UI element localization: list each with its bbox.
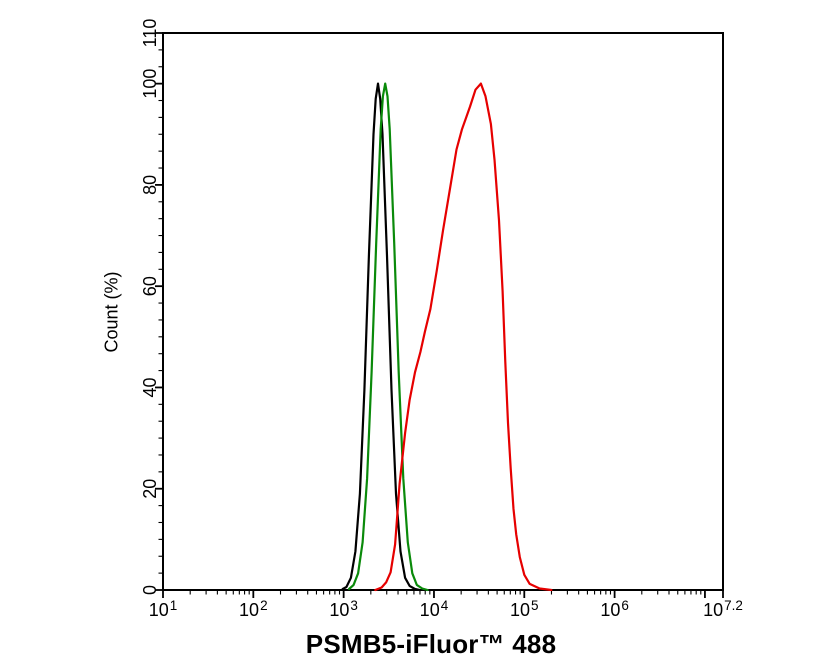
- curve-red: [374, 82, 553, 592]
- y-tick-label-100: 100: [140, 69, 160, 99]
- y-tick-label-40: 40: [140, 377, 160, 397]
- y-tick-label-20: 20: [140, 479, 160, 499]
- curve-black: [341, 82, 421, 592]
- curve-green: [348, 82, 429, 592]
- y-tick-label-110: 110: [140, 19, 160, 48]
- y-tick-label-0: 0: [140, 585, 160, 595]
- y-tick-label-60: 60: [140, 276, 160, 296]
- plot-frame: [162, 32, 724, 591]
- y-tick-label-80: 80: [140, 175, 160, 195]
